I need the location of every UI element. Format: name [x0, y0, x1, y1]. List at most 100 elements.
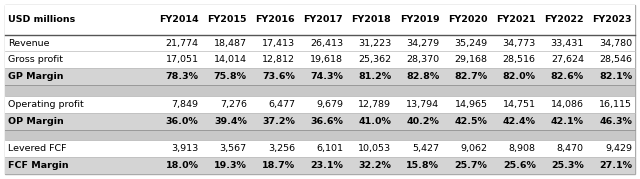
Text: 25,362: 25,362 — [358, 55, 391, 64]
Bar — [539, 140, 587, 157]
Text: 34,780: 34,780 — [599, 38, 632, 48]
Bar — [394, 113, 442, 130]
Text: 7,849: 7,849 — [172, 100, 198, 109]
Bar — [250, 157, 298, 174]
Bar — [442, 113, 490, 130]
Text: 26,413: 26,413 — [310, 38, 343, 48]
Bar — [5, 52, 154, 68]
Bar — [346, 140, 394, 157]
Text: 28,546: 28,546 — [599, 55, 632, 64]
Bar — [442, 52, 490, 68]
Bar — [250, 85, 298, 96]
Text: 7,276: 7,276 — [220, 100, 247, 109]
Text: FCF Margin: FCF Margin — [8, 161, 68, 170]
Text: 10,053: 10,053 — [358, 144, 391, 153]
Bar — [346, 5, 394, 35]
Bar — [250, 68, 298, 85]
Bar — [154, 5, 202, 35]
Bar — [442, 68, 490, 85]
Text: 14,014: 14,014 — [214, 55, 247, 64]
Bar — [5, 85, 154, 96]
Bar — [539, 52, 587, 68]
Text: 28,370: 28,370 — [406, 55, 440, 64]
Bar — [202, 113, 250, 130]
Bar — [539, 35, 587, 52]
Text: 41.0%: 41.0% — [358, 117, 391, 126]
Text: 42.4%: 42.4% — [502, 117, 536, 126]
Text: 5,427: 5,427 — [412, 144, 440, 153]
Bar — [490, 5, 539, 35]
Bar — [587, 157, 635, 174]
Text: 9,062: 9,062 — [461, 144, 488, 153]
Bar — [394, 130, 442, 140]
Text: 82.1%: 82.1% — [599, 72, 632, 81]
Bar — [154, 68, 202, 85]
Bar — [346, 113, 394, 130]
Text: 14,086: 14,086 — [551, 100, 584, 109]
Text: 40.2%: 40.2% — [406, 117, 440, 126]
Bar — [154, 140, 202, 157]
Bar — [587, 130, 635, 140]
Bar — [442, 35, 490, 52]
Text: 34,773: 34,773 — [502, 38, 536, 48]
Bar — [587, 68, 635, 85]
Bar — [154, 96, 202, 113]
Text: 19,618: 19,618 — [310, 55, 343, 64]
Bar — [202, 157, 250, 174]
Bar — [154, 35, 202, 52]
Text: FY2018: FY2018 — [351, 15, 391, 24]
Bar — [490, 68, 539, 85]
Text: FY2023: FY2023 — [593, 15, 632, 24]
Bar — [250, 96, 298, 113]
Bar — [5, 96, 154, 113]
Text: 34,279: 34,279 — [406, 38, 440, 48]
Text: 42.1%: 42.1% — [551, 117, 584, 126]
Text: OP Margin: OP Margin — [8, 117, 64, 126]
Bar — [346, 35, 394, 52]
Bar — [490, 85, 539, 96]
Text: FY2021: FY2021 — [496, 15, 536, 24]
Bar — [346, 157, 394, 174]
Text: Revenue: Revenue — [8, 38, 49, 48]
Text: 17,413: 17,413 — [262, 38, 295, 48]
Bar — [298, 35, 346, 52]
Bar — [202, 68, 250, 85]
Text: 73.6%: 73.6% — [262, 72, 295, 81]
Text: 18.7%: 18.7% — [262, 161, 295, 170]
Bar — [298, 85, 346, 96]
Text: 14,751: 14,751 — [502, 100, 536, 109]
Text: Gross profit: Gross profit — [8, 55, 63, 64]
Bar — [298, 96, 346, 113]
Text: 39.4%: 39.4% — [214, 117, 247, 126]
Text: 32.2%: 32.2% — [358, 161, 391, 170]
Bar — [346, 130, 394, 140]
Bar — [202, 130, 250, 140]
Text: 6,477: 6,477 — [268, 100, 295, 109]
Bar — [346, 68, 394, 85]
Bar — [394, 5, 442, 35]
Text: 12,789: 12,789 — [358, 100, 391, 109]
Bar — [202, 96, 250, 113]
Text: 82.7%: 82.7% — [454, 72, 488, 81]
Bar — [539, 113, 587, 130]
Text: 9,429: 9,429 — [605, 144, 632, 153]
Text: 46.3%: 46.3% — [599, 117, 632, 126]
Text: 27.1%: 27.1% — [599, 161, 632, 170]
Bar — [5, 113, 154, 130]
Text: 36.0%: 36.0% — [166, 117, 198, 126]
Bar — [154, 52, 202, 68]
Bar — [490, 35, 539, 52]
Text: 29,168: 29,168 — [454, 55, 488, 64]
Bar — [298, 113, 346, 130]
Text: 13,794: 13,794 — [406, 100, 440, 109]
Bar — [298, 157, 346, 174]
Text: 31,223: 31,223 — [358, 38, 391, 48]
Bar — [442, 140, 490, 157]
Bar — [202, 140, 250, 157]
Text: 28,516: 28,516 — [502, 55, 536, 64]
Text: 15.8%: 15.8% — [406, 161, 440, 170]
Text: 42.5%: 42.5% — [454, 117, 488, 126]
Text: 12,812: 12,812 — [262, 55, 295, 64]
Bar — [442, 5, 490, 35]
Bar — [587, 113, 635, 130]
